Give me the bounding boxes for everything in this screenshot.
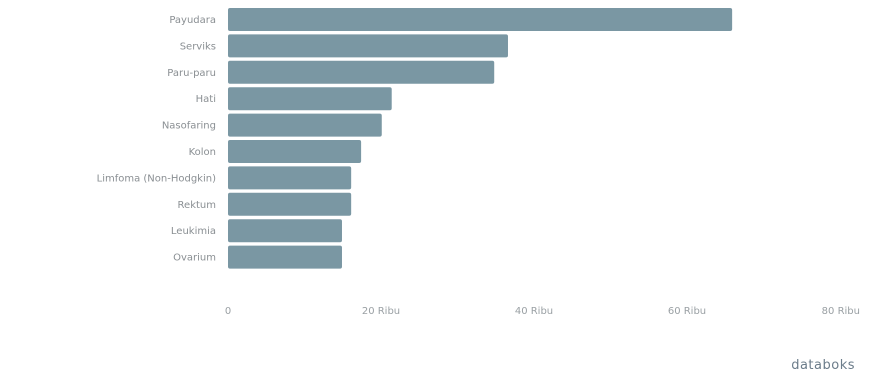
bar-6 xyxy=(228,166,352,190)
category-label-0: Payudara xyxy=(169,15,216,26)
x-tick-label-1: 20 Ribu xyxy=(362,306,400,317)
brand-logo: databoks xyxy=(791,358,855,373)
category-label-9: Ovarium xyxy=(173,253,216,264)
x-tick-label-0: 0 xyxy=(225,306,231,317)
bar-1 xyxy=(228,34,508,58)
category-label-5: Kolon xyxy=(189,147,216,158)
bar-0 xyxy=(228,8,733,31)
bar-3 xyxy=(228,87,392,111)
category-label-8: Leukimia xyxy=(171,226,216,237)
bar-9 xyxy=(228,245,342,269)
category-label-4: Nasofaring xyxy=(162,121,216,132)
bar-4 xyxy=(228,113,382,137)
category-label-3: Hati xyxy=(196,94,216,105)
bar-5 xyxy=(228,140,362,163)
bar-7 xyxy=(228,192,352,216)
category-label-1: Serviks xyxy=(180,41,216,52)
bar-8 xyxy=(228,219,342,243)
bar-2 xyxy=(228,60,495,84)
category-label-7: Rektum xyxy=(178,200,216,211)
category-label-2: Paru-paru xyxy=(167,68,216,79)
x-tick-label-2: 40 Ribu xyxy=(515,306,553,317)
x-tick-label-3: 60 Ribu xyxy=(668,306,706,317)
category-label-6: Limfoma (Non-Hodgkin) xyxy=(97,173,216,184)
x-tick-label-4: 80 Ribu xyxy=(822,306,860,317)
